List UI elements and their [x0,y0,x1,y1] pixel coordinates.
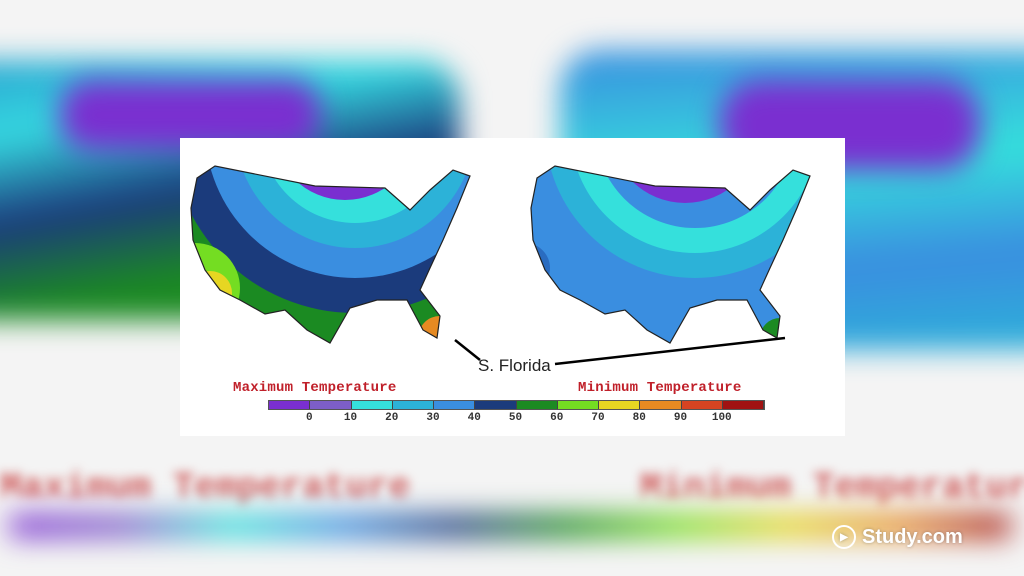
legend-tick: 20 [385,412,399,424]
legend-tick: 60 [550,412,564,424]
legend-tick: 0 [305,412,313,424]
legend-swatch [392,401,434,409]
blurred-min-title: Minimum Temperature [640,467,1024,508]
color-legend-bar [268,400,765,410]
legend-tick: 50 [508,412,523,424]
legend-tick: 10 [343,412,358,424]
legend-swatch [516,401,558,409]
legend-swatch [351,401,393,409]
legend-swatch [640,401,682,409]
arrow-to-florida [454,339,481,361]
logo-text: Study.com [862,525,963,548]
study-com-logo: ▶ Study.com [832,525,963,549]
legend-swatch [475,401,517,409]
legend-swatch [269,401,311,409]
legend-swatch [599,401,641,409]
minimum-temperature-map [530,165,811,344]
legend-tick: 30 [426,412,440,424]
legend-tick: 90 [673,412,688,424]
legend-swatch [310,401,352,409]
blurred-max-title: Maximum Temperature [0,467,411,508]
legend-tick: 100 [711,412,732,424]
legend-tick: 80 [632,412,646,424]
legend-swatch [434,401,476,409]
legend-swatch [557,401,599,409]
legend-tick: 40 [467,412,481,424]
s-florida-label: S. Florida [478,356,551,375]
legend-swatch [681,401,723,409]
arrow-to-min-florida [554,336,786,366]
legend-swatch [722,401,764,409]
legend-tick: 70 [591,412,605,424]
play-icon: ▶ [832,525,856,549]
max-temp-title: Maximum Temperature [233,380,397,396]
maximum-temperature-map [190,165,481,361]
min-temp-title: Minimum Temperature [578,380,742,396]
temperature-maps-figure: S. Florida Maximum Temperature Minimum T… [180,138,845,436]
